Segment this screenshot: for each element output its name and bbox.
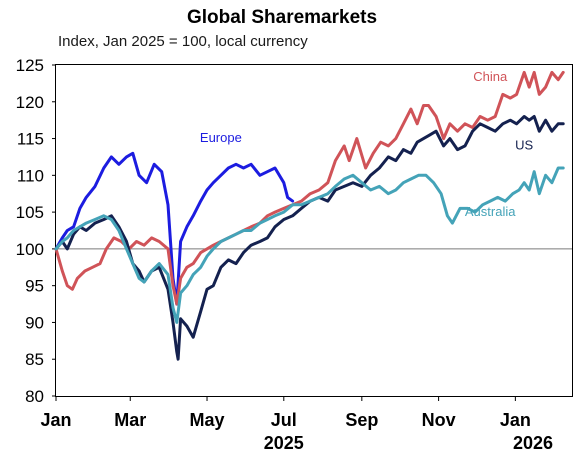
y-tick-label: 125: [16, 56, 44, 75]
x-tick-label: Jan: [40, 410, 71, 430]
y-tick-label: 110: [17, 166, 44, 185]
y-tick-label: 95: [25, 277, 44, 296]
series-label-australia: Australia: [465, 204, 516, 219]
y-tick-label: 80: [25, 387, 44, 406]
y-tick-label: 115: [17, 130, 44, 149]
y-tick-label: 90: [25, 313, 44, 332]
x-tick-label: Jan: [500, 410, 531, 430]
series-label-china: China: [473, 69, 508, 84]
chart-title: Global Sharemarkets: [187, 7, 377, 28]
series-label-europe: Europe: [200, 130, 242, 145]
x-tick-label: Jul: [271, 410, 297, 430]
y-tick-label: 105: [16, 203, 44, 222]
y-tick-label: 100: [16, 240, 44, 259]
x-tick-label: Mar: [114, 410, 146, 430]
series-line-australia: [54, 166, 565, 324]
y-tick-label: 120: [16, 93, 44, 112]
series-line-china: [54, 70, 565, 306]
series-label-us: US: [515, 138, 533, 153]
x-year-label: 2025: [264, 433, 304, 453]
chart-subtitle: Index, Jan 2025 = 100, local currency: [58, 33, 308, 50]
y-tick-label: 85: [25, 350, 44, 369]
plot-frame: [55, 64, 573, 397]
series-line-europe: [54, 151, 295, 306]
series-line-us: [54, 115, 565, 361]
x-year-label: 2026: [513, 433, 553, 453]
x-tick-label: Sep: [345, 410, 378, 430]
x-tick-label: Nov: [422, 410, 456, 430]
x-tick-label: May: [190, 410, 225, 430]
